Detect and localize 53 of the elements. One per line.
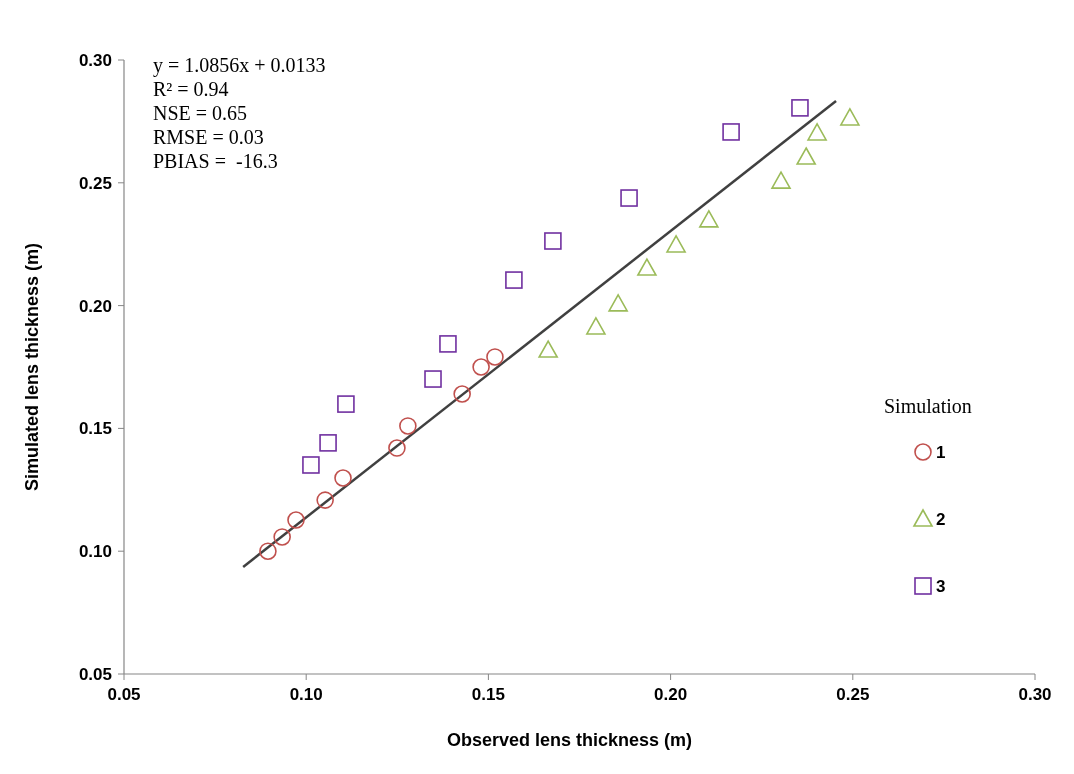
point — [538, 340, 558, 358]
point — [334, 469, 352, 487]
point — [316, 491, 334, 509]
annotation: R² = 0.94 — [153, 78, 229, 100]
point — [505, 271, 523, 289]
point — [791, 99, 809, 117]
point — [439, 335, 457, 353]
point — [699, 210, 719, 228]
point — [259, 542, 277, 560]
point — [771, 171, 791, 189]
annotation: NSE = 0.65 — [153, 102, 248, 124]
point — [796, 147, 816, 165]
point — [486, 348, 504, 366]
x-tick-label: 0.30 — [1018, 685, 1052, 704]
annotation: PBIAS = -16.3 — [153, 150, 278, 172]
point — [319, 434, 337, 452]
point — [608, 294, 628, 312]
point — [620, 189, 638, 207]
point — [637, 258, 657, 276]
annotation: y = 1.0856x + 0.0133 — [153, 54, 326, 77]
point — [337, 395, 355, 413]
x-tick-label: 0.20 — [654, 685, 688, 704]
x-axis-title: Observed lens thickness (m) — [446, 730, 693, 750]
y-axis-title: Simulated lens thickness (m) — [22, 242, 42, 492]
point — [807, 123, 827, 141]
point — [302, 456, 320, 474]
x-tick-label: 0.10 — [289, 685, 323, 704]
y-tick-label: 0.20 — [78, 296, 112, 316]
point — [453, 385, 471, 403]
y-tick-label: 0.30 — [78, 51, 112, 70]
point — [722, 123, 740, 141]
point — [544, 232, 562, 250]
annotation: RMSE = 0.03 — [153, 126, 264, 148]
point — [287, 511, 305, 529]
y-tick-label: 0.15 — [78, 419, 112, 439]
point — [840, 108, 860, 126]
y-tick-label: 0.05 — [78, 665, 112, 684]
x-tick-label: 0.25 — [836, 685, 870, 704]
legend-title: Simulation — [884, 395, 972, 417]
x-tick-label: 0.15 — [471, 685, 505, 704]
point — [399, 417, 417, 435]
point — [388, 439, 406, 457]
legend-label: 1 — [936, 443, 946, 462]
x-tick-label: 0.05 — [107, 685, 141, 704]
point — [424, 370, 442, 388]
legend-label: 3 — [936, 577, 946, 596]
point — [586, 317, 606, 335]
point — [472, 358, 490, 376]
legend-label: 2 — [936, 510, 946, 529]
y-tick-label: 0.10 — [78, 542, 112, 562]
y-tick-label: 0.25 — [78, 173, 112, 193]
point — [666, 235, 686, 253]
point — [273, 528, 291, 546]
